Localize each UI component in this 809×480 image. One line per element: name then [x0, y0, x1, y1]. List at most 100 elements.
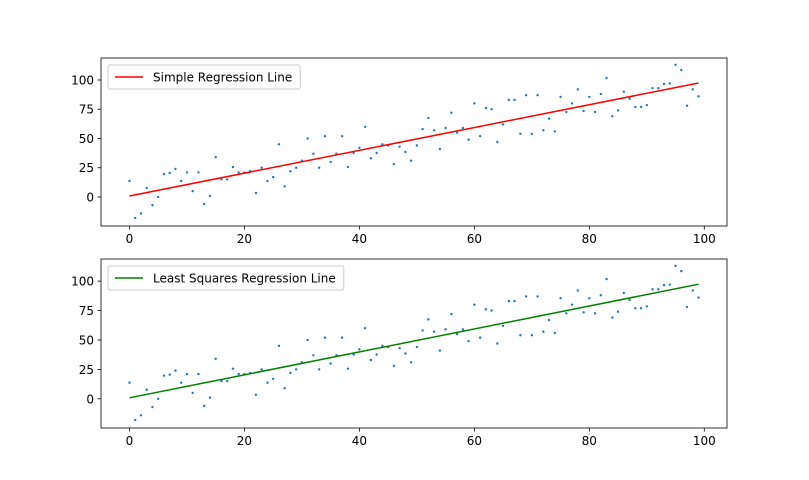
- y-tick-label: 0: [86, 392, 94, 406]
- data-point: [651, 288, 654, 291]
- data-point: [266, 179, 269, 183]
- data-point: [277, 344, 281, 348]
- x-tick-label: 20: [237, 232, 252, 246]
- data-point: [611, 316, 614, 319]
- data-point: [375, 353, 378, 356]
- data-point: [294, 368, 298, 371]
- y-tick-label: 50: [79, 132, 94, 146]
- data-point: [134, 418, 137, 422]
- data-point: [432, 129, 436, 132]
- data-point: [450, 312, 453, 316]
- data-point: [323, 134, 327, 138]
- data-point: [179, 381, 183, 384]
- data-point: [179, 179, 183, 183]
- data-point: [662, 283, 666, 287]
- data-point: [317, 368, 321, 371]
- y-tick-label: 100: [71, 73, 94, 87]
- y-tick-label: 100: [71, 275, 94, 289]
- data-point: [237, 171, 240, 174]
- data-point: [507, 98, 511, 102]
- data-point: [432, 330, 436, 333]
- data-point: [398, 145, 401, 148]
- data-point: [392, 364, 396, 368]
- data-point: [553, 331, 557, 335]
- data-point: [478, 336, 482, 339]
- legend-label: Simple Regression Line: [153, 71, 292, 85]
- axes: 0 20 40 60 80 100 0 25 50 75 100 Least Squares Regr…: [71, 258, 728, 448]
- data-point: [151, 405, 154, 409]
- data-point: [191, 391, 194, 395]
- x-tick-label: 20: [237, 434, 252, 448]
- axes: 0 20 40 60 80 100 0 25 50 75 100 Simple Regression …: [71, 57, 728, 246]
- legend-box: [107, 265, 345, 291]
- data-point: [214, 357, 217, 360]
- x-tick-label: 40: [352, 232, 367, 246]
- data-point: [145, 388, 148, 391]
- data-point: [128, 381, 131, 384]
- legend-box: [107, 64, 301, 90]
- data-point: [668, 283, 672, 286]
- data-point: [524, 295, 528, 298]
- data-point: [645, 305, 649, 308]
- data-point: [438, 349, 442, 352]
- data-point: [697, 95, 700, 98]
- data-point: [398, 347, 401, 350]
- data-point: [651, 86, 654, 90]
- data-point: [622, 90, 626, 93]
- data-point: [225, 178, 229, 181]
- data-point: [536, 94, 539, 97]
- data-point: [501, 123, 505, 126]
- data-point: [565, 312, 568, 315]
- data-point: [685, 305, 689, 309]
- data-point: [329, 160, 332, 164]
- x-tick-label: 0: [126, 434, 134, 448]
- data-point: [306, 137, 309, 140]
- data-point: [271, 175, 275, 179]
- data-point: [685, 104, 689, 107]
- data-point: [691, 289, 694, 292]
- data-point: [346, 367, 350, 370]
- data-point: [151, 203, 154, 207]
- data-point: [496, 140, 499, 144]
- x-tick-label: 60: [467, 232, 482, 246]
- data-point: [605, 76, 608, 80]
- data-point: [340, 134, 344, 138]
- data-point: [283, 387, 286, 390]
- data-point: [202, 202, 206, 206]
- data-point: [358, 348, 361, 351]
- data-point: [634, 105, 637, 109]
- data-point: [162, 172, 166, 176]
- data-point: [542, 129, 545, 132]
- data-point: [461, 126, 465, 130]
- data-point: [444, 328, 447, 331]
- data-point: [674, 264, 677, 268]
- data-point: [444, 126, 447, 130]
- data-point: [168, 171, 171, 175]
- legend: Simple Regression Line: [107, 64, 301, 90]
- data-point: [582, 311, 585, 314]
- data-point: [536, 295, 539, 298]
- data-point: [599, 294, 603, 297]
- data-point: [254, 393, 258, 397]
- data-point: [283, 185, 286, 188]
- data-point: [507, 299, 511, 303]
- data-point: [593, 110, 597, 114]
- data-point: [628, 97, 631, 100]
- data-point: [657, 288, 660, 291]
- axes-frame: [100, 258, 728, 429]
- data-point: [616, 109, 620, 112]
- data-point: [139, 414, 143, 417]
- data-point: [559, 296, 562, 300]
- data-point: [467, 339, 470, 343]
- data-point: [421, 329, 424, 332]
- data-point: [438, 147, 442, 151]
- data-point: [271, 377, 275, 381]
- data-point: [340, 336, 344, 339]
- data-point: [645, 103, 649, 107]
- data-point: [513, 98, 516, 102]
- data-point: [392, 163, 396, 166]
- data-point: [185, 171, 189, 174]
- data-point: [530, 334, 534, 337]
- data-point: [312, 354, 315, 357]
- data-point: [484, 106, 488, 110]
